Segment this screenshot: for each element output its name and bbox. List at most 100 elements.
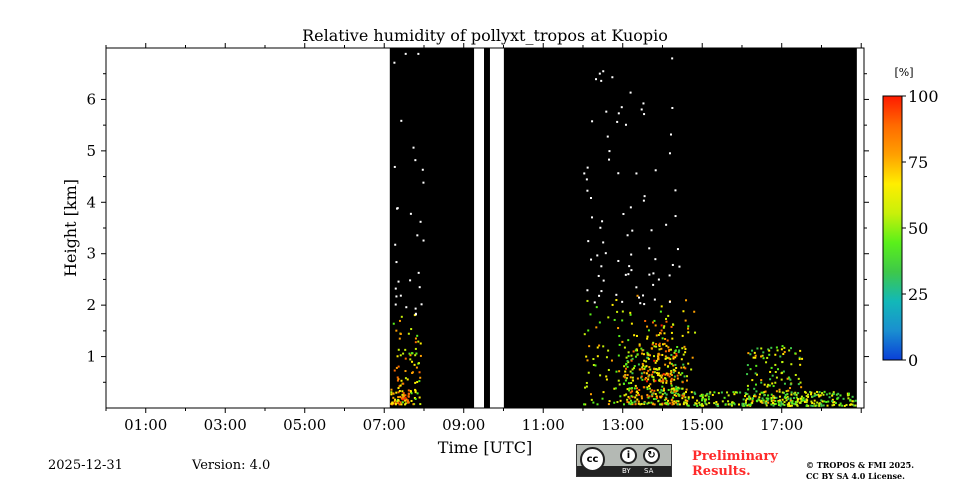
heatmap-cell: [398, 403, 401, 406]
heatmap-cell: [661, 402, 664, 405]
heatmap-cell: [842, 397, 845, 400]
heatmap-cell: [694, 331, 697, 334]
heatmap-cell: [660, 388, 663, 391]
copyright-line1: © TROPOS & FMI 2025.: [806, 460, 915, 470]
heatmap-cell: [752, 356, 755, 359]
heatmap-cell: [833, 401, 836, 404]
heatmap-cell: [607, 316, 610, 319]
heatmap-cell: [796, 404, 799, 407]
heatmap-cell: [641, 366, 644, 369]
heatmap-cell: [781, 403, 784, 406]
heatmap-cell: [585, 355, 588, 358]
heatmap-cell: [627, 351, 630, 354]
heatmap-cell: [760, 355, 763, 358]
heatmap-cell: [774, 371, 777, 374]
heatmap-cell: [398, 337, 401, 340]
heatmap-cell: [397, 365, 400, 368]
heatmap-cell: [623, 346, 626, 349]
heatmap-cell: [644, 366, 647, 369]
heatmap-cell: [624, 273, 627, 276]
heatmap-cell: [772, 402, 775, 405]
heatmap-cell: [641, 349, 644, 352]
heatmap-cell: [642, 353, 645, 356]
heatmap-cell: [583, 172, 586, 175]
heatmap-cell: [849, 399, 852, 402]
heatmap-cell: [754, 356, 757, 359]
heatmap-cell: [675, 394, 678, 397]
heatmap-cell: [751, 401, 754, 404]
heatmap-cell: [670, 369, 673, 372]
heatmap-cell: [765, 397, 768, 400]
heatmap-cell: [805, 404, 808, 407]
heatmap-cell: [668, 152, 671, 155]
heatmap-cell: [687, 397, 690, 400]
heatmap-cell: [672, 396, 675, 399]
heatmap-cell: [790, 393, 793, 396]
heatmap-cell: [605, 378, 608, 381]
heatmap-cell: [679, 373, 682, 376]
heatmap-cell: [846, 392, 849, 395]
heatmap-cell: [783, 401, 786, 404]
heatmap-cell: [654, 361, 657, 364]
heatmap-cell: [416, 334, 419, 337]
heatmap-cell: [790, 347, 793, 350]
heatmap-cell: [756, 347, 759, 350]
heatmap-cell: [658, 367, 661, 370]
heatmap-cell: [716, 403, 719, 406]
heatmap-cell: [410, 352, 413, 355]
heatmap-cell: [678, 403, 681, 406]
heatmap-cell: [597, 274, 600, 277]
heatmap-cell: [414, 354, 417, 357]
heatmap-cell: [672, 355, 675, 358]
heatmap-cell: [662, 326, 665, 329]
heatmap-cell: [659, 391, 662, 394]
heatmap-cell: [775, 390, 778, 393]
x-tick-label: 03:00: [204, 416, 247, 434]
heatmap-cell: [832, 401, 835, 404]
heatmap-cell: [640, 375, 643, 378]
heatmap-cell: [630, 322, 633, 325]
heatmap-cell: [831, 393, 834, 396]
heatmap-cell: [643, 367, 646, 370]
x-tick-label: 05:00: [283, 416, 326, 434]
heatmap-cell: [666, 402, 669, 405]
heatmap-cell: [620, 106, 623, 109]
heatmap-cell: [627, 401, 630, 404]
heatmap-cell: [744, 401, 747, 404]
heatmap-cell: [811, 401, 814, 404]
heatmap-cell: [693, 391, 696, 394]
heatmap-cell: [629, 403, 632, 406]
heatmap-cell: [598, 321, 601, 324]
heatmap-cell: [775, 396, 778, 399]
heatmap-cell: [655, 359, 658, 362]
heatmap-cell: [774, 381, 777, 384]
heatmap-cell: [648, 273, 651, 276]
heatmap-cell: [602, 345, 605, 348]
heatmap-cell: [766, 399, 769, 402]
heatmap-cell: [789, 378, 792, 381]
heatmap-cell: [647, 329, 650, 332]
heatmap-cell: [657, 352, 660, 355]
heatmap-cell: [583, 333, 586, 336]
heatmap-cell: [401, 401, 404, 404]
heatmap-cell: [788, 377, 791, 380]
heatmap-cell: [404, 357, 407, 360]
heatmap-cell: [658, 353, 661, 356]
heatmap-cell: [662, 387, 665, 390]
heatmap-cell: [786, 395, 789, 398]
heatmap-cell: [414, 347, 417, 350]
heatmap-cell: [604, 252, 607, 255]
heatmap-cell: [724, 403, 727, 406]
heatmap-cell: [621, 310, 624, 313]
heatmap-cell: [646, 356, 649, 359]
heatmap-cell: [627, 395, 630, 398]
heatmap-cell: [788, 403, 791, 406]
heatmap-cell: [673, 378, 676, 381]
heatmap-cell: [770, 346, 773, 349]
heatmap-cell: [586, 359, 589, 362]
heatmap-cell: [605, 356, 608, 359]
heatmap-cell: [684, 391, 687, 394]
heatmap-cell: [721, 400, 724, 403]
heatmap-cell: [398, 385, 401, 388]
heatmap-cell: [787, 397, 790, 400]
